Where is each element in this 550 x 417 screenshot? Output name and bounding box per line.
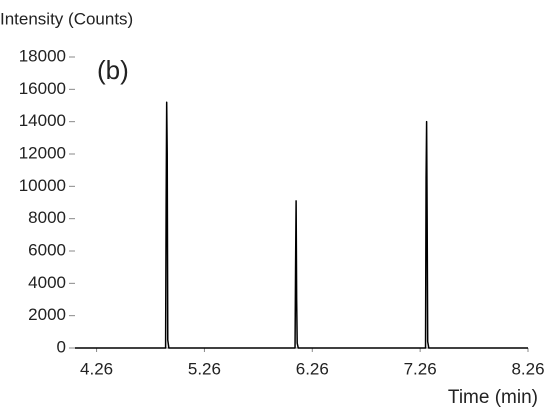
y-tick-label: 2000 — [28, 305, 66, 324]
x-tick-label: 4.26 — [80, 359, 113, 378]
y-tick-label: 12000 — [19, 143, 66, 162]
y-tick-label: 4000 — [28, 273, 66, 292]
y-axis-title: Intensity (Counts) — [0, 9, 133, 28]
y-tick-label: 10000 — [19, 176, 66, 195]
y-tick-label: 8000 — [28, 208, 66, 227]
y-tick-label: 0 — [57, 337, 66, 356]
y-tick-label: 18000 — [19, 46, 66, 65]
x-tick-label: 7.26 — [404, 359, 437, 378]
y-tick-label: 14000 — [19, 111, 66, 130]
x-axis-title: Time (min) — [448, 387, 538, 408]
data-line — [75, 101, 528, 349]
y-tick-label: 6000 — [28, 240, 66, 259]
x-tick-label: 6.26 — [296, 359, 329, 378]
panel-label: (b) — [97, 55, 129, 85]
y-tick-label: 16000 — [19, 79, 66, 98]
x-tick-label: 5.26 — [188, 359, 221, 378]
x-tick-label: 8.26 — [511, 359, 544, 378]
